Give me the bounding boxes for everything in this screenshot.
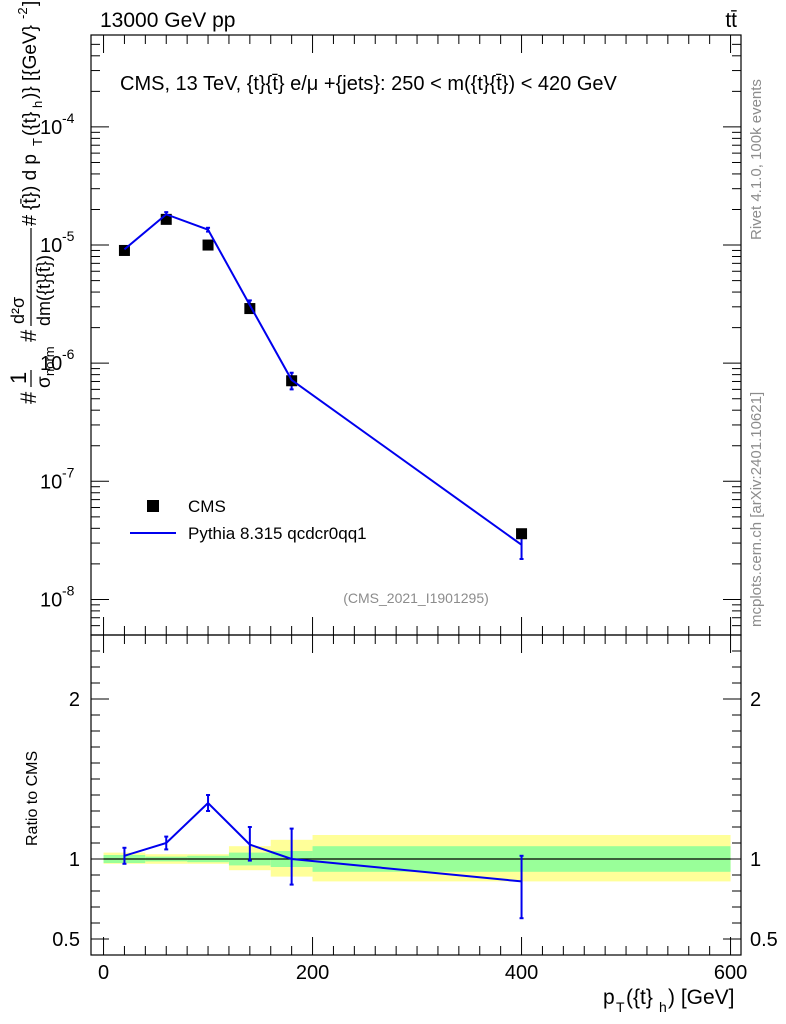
y-tick-label: 10 xyxy=(40,117,62,139)
ratio-series xyxy=(122,794,524,920)
cms-data-point xyxy=(244,303,256,315)
y-tick-exponent: -4 xyxy=(62,110,75,126)
ratio-plot-frame xyxy=(90,634,742,956)
y-tick-exponent: -7 xyxy=(62,464,75,480)
main-axis-ticks: 10-810-710-610-510-4 xyxy=(40,35,741,636)
source-label: mcplots.cern.ch [arXiv:2401.10621] xyxy=(748,392,765,627)
svg-text:)} [{GeV}: )} [{GeV} xyxy=(20,25,41,99)
analysis-watermark: (CMS_2021_I1901295) xyxy=(343,590,489,606)
svg-text:#: # xyxy=(16,391,41,404)
svg-text:d²σ: d²σ xyxy=(8,297,28,324)
process-label: tt̄ xyxy=(725,9,737,32)
cms-data-point xyxy=(160,213,172,225)
rivet-version-label: Rivet 4.1.0, 100k events xyxy=(748,79,765,240)
pythia-ratio-curve xyxy=(124,801,522,883)
cms-data-point xyxy=(516,528,528,540)
cms-data-point xyxy=(202,239,214,251)
plot-title: CMS, 13 TeV, {t}{t̄} e/μ +{jets}: 250 < … xyxy=(120,73,618,95)
ratio-y-tick-label: 0.5 xyxy=(52,929,80,951)
svg-text:h: h xyxy=(30,101,45,108)
ratio-y-axis-label: Ratio to CMS xyxy=(24,751,41,846)
svg-text:1: 1 xyxy=(6,372,31,384)
ratio-y-tick-label: 1 xyxy=(69,849,80,871)
legend-cms-label: CMS xyxy=(188,497,226,516)
y-tick-exponent: -5 xyxy=(62,228,75,244)
x-tick-label: 400 xyxy=(505,962,538,984)
svg-text:p: p xyxy=(603,986,615,1009)
legend-cms-marker xyxy=(147,500,159,512)
svg-text:norm: norm xyxy=(42,346,57,376)
legend: CMS Pythia 8.315 qcdcr0qq1 xyxy=(130,497,367,543)
ratio-axis-ticks: 0.5 0.5 1 1 2 2 0 200 400 600 xyxy=(52,635,778,984)
svg-text:({t}: ({t} xyxy=(20,112,41,136)
main-y-axis-label: # 1 σ norm # d²σ dm({t}{t̄}) # {t̄}) d p… xyxy=(6,1,57,404)
svg-text:]: ] xyxy=(20,1,41,6)
y-tick-exponent: -6 xyxy=(62,346,75,362)
y-tick-label: 10 xyxy=(40,235,62,257)
collision-label: 13000 GeV pp xyxy=(100,9,235,32)
ratio-y-tick-label-right: 0.5 xyxy=(750,929,778,951)
y-tick-label: 10 xyxy=(40,471,62,493)
ratio-uncertainty-bands xyxy=(103,835,731,882)
main-plot-frame xyxy=(90,34,742,636)
svg-text:dm({t}{t̄}): dm({t}{t̄}) xyxy=(34,255,54,326)
svg-text:{t̄}) d p: {t̄}) d p xyxy=(20,154,41,210)
pythia-curve xyxy=(123,213,523,546)
x-tick-label: 200 xyxy=(296,962,329,984)
legend-pythia-label: Pythia 8.315 qcdcr0qq1 xyxy=(188,524,367,543)
svg-text:h: h xyxy=(659,999,667,1015)
svg-text:#: # xyxy=(19,214,41,226)
svg-text:({t}: ({t} xyxy=(626,986,653,1009)
main-series xyxy=(118,211,528,560)
y-tick-exponent: -8 xyxy=(62,582,75,598)
svg-text:T: T xyxy=(616,999,625,1015)
y-tick-label: 10 xyxy=(40,589,62,611)
x-tick-label: 0 xyxy=(98,962,109,984)
ratio-y-tick-label-right: 1 xyxy=(750,849,761,871)
x-tick-label: 600 xyxy=(714,962,747,984)
svg-text:σ: σ xyxy=(34,376,55,388)
x-axis-label: p T ({t} h ) [GeV] xyxy=(603,986,735,1015)
svg-text:T: T xyxy=(30,138,45,146)
cms-data-point xyxy=(118,244,130,256)
svg-text:#: # xyxy=(16,329,41,342)
ratio-y-tick-label: 2 xyxy=(69,689,80,711)
svg-text:-2: -2 xyxy=(15,7,30,19)
y-tick-label: 10 xyxy=(40,353,62,375)
ratio-y-tick-label-right: 2 xyxy=(750,689,761,711)
svg-text:) [GeV]: ) [GeV] xyxy=(668,986,735,1009)
